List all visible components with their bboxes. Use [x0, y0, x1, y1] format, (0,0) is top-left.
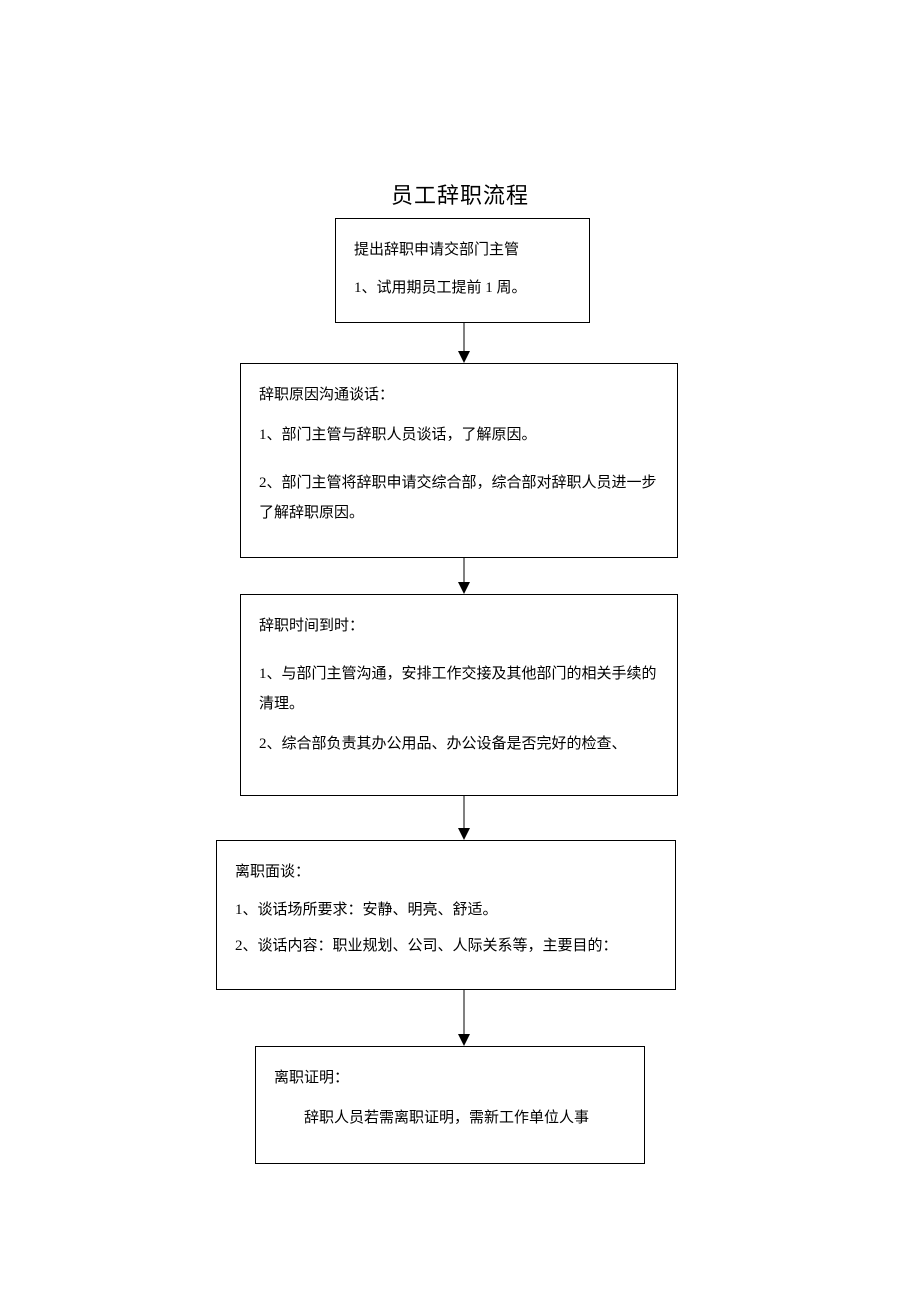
flow-node-interview: 离职面谈： 1、谈话场所要求：安静、明亮、舒适。 2、谈话内容：职业规划、公司、…: [216, 840, 676, 990]
node-item: 1、试用期员工提前 1 周。: [354, 273, 571, 303]
node-heading: 离职证明：: [274, 1063, 626, 1093]
node-heading: 离职面谈：: [235, 857, 657, 887]
node-item: 1、部门主管与辞职人员谈话，了解原因。: [259, 420, 659, 450]
flow-node-submit: 提出辞职申请交部门主管 1、试用期员工提前 1 周。: [335, 218, 590, 323]
page-title: 员工辞职流程: [0, 178, 920, 210]
arrow: [458, 558, 470, 594]
arrow: [458, 323, 470, 363]
node-item: 2、部门主管将辞职申请交综合部，综合部对辞职人员进一步了解辞职原因。: [259, 468, 659, 528]
node-heading: 提出辞职申请交部门主管: [354, 235, 571, 265]
node-heading: 辞职时间到时：: [259, 611, 659, 641]
node-heading: 辞职原因沟通谈话：: [259, 380, 659, 410]
flow-node-deadline: 辞职时间到时： 1、与部门主管沟通，安排工作交接及其他部门的相关手续的清理。 2…: [240, 594, 678, 796]
node-item: 辞职人员若需离职证明，需新工作单位人事: [274, 1103, 626, 1133]
flowchart-page: 员工辞职流程 提出辞职申请交部门主管 1、试用期员工提前 1 周。 辞职原因沟通…: [0, 0, 920, 1303]
flow-node-communication: 辞职原因沟通谈话： 1、部门主管与辞职人员谈话，了解原因。 2、部门主管将辞职申…: [240, 363, 678, 558]
node-item: 1、与部门主管沟通，安排工作交接及其他部门的相关手续的清理。: [259, 659, 659, 719]
node-item: 1、谈话场所要求：安静、明亮、舒适。: [235, 895, 657, 925]
node-item: 2、综合部负责其办公用品、办公设备是否完好的检查、: [259, 729, 659, 759]
arrow: [458, 796, 470, 840]
flow-node-certificate: 离职证明： 辞职人员若需离职证明，需新工作单位人事: [255, 1046, 645, 1164]
node-item: 2、谈话内容：职业规划、公司、人际关系等，主要目的：: [235, 931, 657, 961]
arrow: [458, 990, 470, 1046]
